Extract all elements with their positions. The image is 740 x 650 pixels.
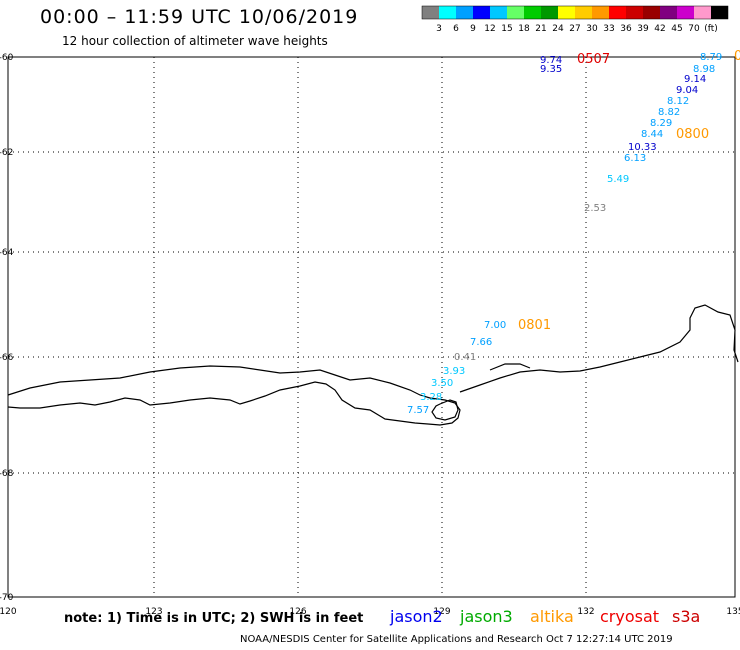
lon-label: 132 <box>577 607 594 617</box>
wave-height-label: 7.57 <box>407 405 429 416</box>
color-scale: 3 6 9 12 15 18 21 24 27 30 33 36 39 42 45 70 (ft) <box>421 5 729 34</box>
satellite-cryosat: cryosat <box>600 607 660 626</box>
scale-swatch <box>541 6 558 19</box>
lon-label: 135 <box>726 607 740 617</box>
scale-swatch <box>711 6 728 19</box>
scale-label: 15 <box>501 24 512 34</box>
wave-height-label: 5.49 <box>607 174 629 185</box>
scale-swatch <box>558 6 575 19</box>
satellite-jason3: jason3 <box>460 607 513 626</box>
scale-label: (ft) <box>704 24 718 34</box>
wave-height-label: 9.35 <box>540 64 562 75</box>
wave-height-label: 0800 <box>676 127 709 142</box>
scale-swatch <box>524 6 541 19</box>
wave-height-label: 8.12 <box>667 96 689 107</box>
wave-height-label: 0.41 <box>454 352 476 363</box>
scale-swatch <box>575 6 592 19</box>
scale-swatch <box>439 6 456 19</box>
scale-label: 39 <box>637 24 649 34</box>
units-note: note: 1) Time is in UTC; 2) SWH is in fe… <box>64 611 364 626</box>
wave-height-label: 8.44 <box>641 129 663 140</box>
wave-height-label: 8.29 <box>650 118 672 129</box>
scale-swatch <box>592 6 609 19</box>
lon-label: 120 <box>0 607 17 617</box>
lat-label: -64 <box>0 248 14 258</box>
scale-swatch <box>694 6 711 19</box>
scale-swatch <box>677 6 694 19</box>
scale-swatch <box>643 6 660 19</box>
scale-label: 18 <box>518 24 530 34</box>
wave-height-label: 6.13 <box>624 153 646 164</box>
coastline-bay <box>489 363 531 371</box>
lat-label: -66 <box>0 353 14 363</box>
scale-label: 12 <box>484 24 495 34</box>
wave-height-label: 3.93 <box>443 366 465 377</box>
scale-label: 9 <box>470 24 476 34</box>
scale-swatch <box>507 6 524 19</box>
satellite-s3a: s3a <box>672 607 701 626</box>
scale-swatch <box>422 6 439 19</box>
wave-height-label: 8.98 <box>693 64 715 75</box>
map-title: 00:00 – 11:59 UTC 10/06/2019 <box>40 6 359 28</box>
wave-height-label: 2.53 <box>584 203 606 214</box>
wave-height-label: 9.74 <box>540 55 562 66</box>
scale-label: 45 <box>671 24 682 34</box>
wave-height-label: 7.00 <box>484 320 506 331</box>
wave-height-label: 3.50 <box>431 378 453 389</box>
scale-label: 70 <box>688 24 700 34</box>
credit-footer: NOAA/NESDIS Center for Satellite Applica… <box>240 634 673 645</box>
scale-label: 3 <box>436 24 442 34</box>
scale-label: 33 <box>603 24 614 34</box>
observation-labels: 9.749.35 0507 8.798.989.149.048.128.828.29… <box>407 49 740 416</box>
lon-label: 126 <box>289 607 306 617</box>
scale-label: 27 <box>569 24 580 34</box>
lat-label: -68 <box>0 469 14 479</box>
wave-height-label: 8.79 <box>700 52 722 63</box>
scale-swatch <box>660 6 677 19</box>
lat-label: -60 <box>0 53 14 63</box>
satellite-jason2: jason2 <box>390 607 443 626</box>
coastline-island <box>431 399 459 421</box>
graticule: 120 123 126 129 132 135 -60 -62 -64 -66 -68 -70 <box>0 53 740 617</box>
scale-label: 21 <box>535 24 546 34</box>
coastline-east <box>459 304 739 393</box>
scale-swatch <box>456 6 473 19</box>
scale-label: 42 <box>654 24 665 34</box>
scale-swatch <box>473 6 490 19</box>
wave-height-label: 0507 <box>577 52 610 67</box>
wave-height-label: 0 <box>734 49 740 64</box>
scale-label: 36 <box>620 24 632 34</box>
wave-height-label: 8.82 <box>658 107 680 118</box>
map-subtitle: 12 hour collection of altimeter wave hei… <box>62 34 328 48</box>
scale-label: 6 <box>453 24 459 34</box>
scale-label: 30 <box>586 24 598 34</box>
lon-label: 123 <box>145 607 162 617</box>
lat-label: -70 <box>0 593 14 603</box>
satellite-altika: altika <box>530 607 574 626</box>
wave-height-label: 0801 <box>518 318 551 333</box>
wave-height-label: 9.04 <box>676 85 698 96</box>
lat-label: -62 <box>0 148 13 158</box>
scale-swatch <box>626 6 643 19</box>
wave-height-label: 9.14 <box>684 74 706 85</box>
scale-swatch <box>609 6 626 19</box>
lon-label: 129 <box>433 607 450 617</box>
wave-height-label: 3.28 <box>420 392 442 403</box>
coastline <box>7 365 461 426</box>
scale-swatch <box>490 6 507 19</box>
scale-label: 24 <box>552 24 564 34</box>
wave-height-label: 10.33 <box>628 142 657 153</box>
wave-height-label: 7.66 <box>470 337 492 348</box>
